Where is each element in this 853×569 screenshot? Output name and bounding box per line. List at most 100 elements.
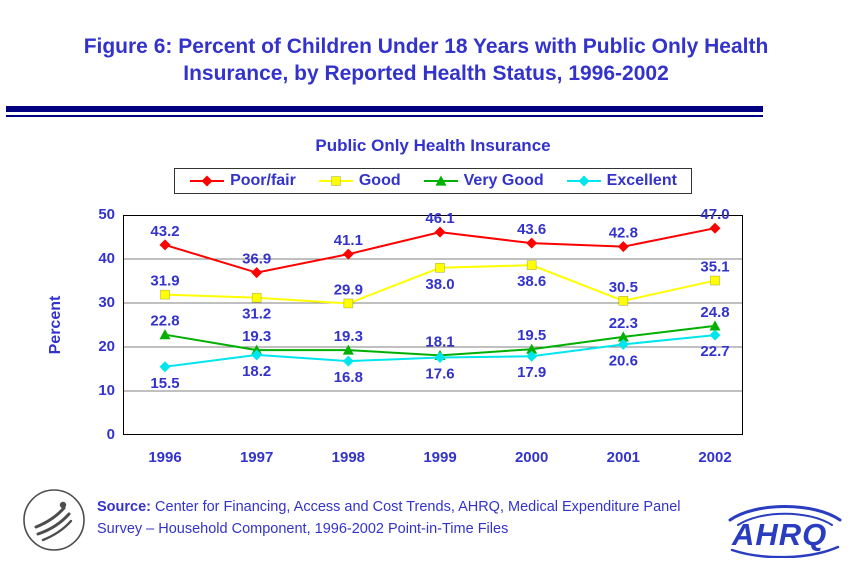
ahrq-logo-text: AHRQ (731, 517, 827, 552)
point-very-good-2000 (526, 343, 538, 354)
data-label-good-2001: 30.5 (609, 279, 638, 296)
legend-label: Good (358, 172, 401, 189)
plot-border (123, 215, 743, 435)
data-label-excellent-2000: 17.9 (517, 364, 546, 381)
point-good-2000 (526, 260, 537, 270)
x-tick-2000: 2000 (514, 449, 549, 466)
hhs-eagle-stripe (34, 506, 66, 529)
ahrq-swoosh-top (728, 505, 842, 522)
point-good-2001 (618, 296, 629, 306)
point-poor-fair-2001 (617, 241, 629, 253)
point-poor-fair-1996 (159, 239, 171, 251)
data-label-very-good-1999: 18.1 (425, 333, 454, 350)
y-tick-30: 30 (98, 294, 115, 311)
source-label: Source: (97, 499, 151, 515)
legend-item-poor-fair: Poor/fair (189, 172, 296, 190)
legend-marker-very-good-icon (423, 175, 458, 186)
data-label-poor-fair-1998: 41.1 (334, 232, 363, 249)
data-label-excellent-2002: 22.7 (700, 343, 729, 360)
point-excellent-2002 (709, 329, 721, 341)
point-poor-fair-2002 (709, 222, 721, 234)
data-label-good-1996: 31.9 (150, 273, 179, 290)
data-label-very-good-2001: 22.3 (609, 315, 638, 332)
data-label-very-good-1996: 22.8 (150, 313, 179, 330)
data-label-excellent-1998: 16.8 (334, 369, 363, 386)
title-divider-thick (6, 106, 763, 112)
legend-marker-poor-fair-icon (190, 175, 225, 187)
point-good-2002 (710, 275, 720, 286)
data-label-good-1999: 38.0 (425, 276, 454, 293)
point-poor-fair-1998 (342, 248, 354, 260)
point-very-good-1998 (342, 344, 354, 355)
hhs-logo (23, 489, 85, 551)
plot-area: 43.2 36.9 41.1 46.1 43.6 42.8 47.0 31.9 31.2 29.9… (123, 206, 743, 435)
y-tick-10: 10 (98, 382, 115, 399)
point-excellent-1998 (342, 355, 354, 367)
legend-item-good: Good (318, 172, 401, 190)
legend-label: Poor/fair (230, 172, 296, 189)
y-tick-40: 40 (98, 250, 115, 267)
legend-wrap: Poor/fair Good Very Good Excellent (123, 168, 743, 194)
point-poor-fair-2000 (526, 237, 538, 249)
data-label-good-2002: 35.1 (700, 259, 729, 276)
ahrq-swoosh-bottom (730, 545, 840, 558)
y-tick-0: 0 (106, 426, 115, 443)
source-text: Center for Financing, Access and Cost Tr… (97, 499, 681, 537)
data-label-good-1998: 29.9 (334, 281, 363, 298)
y-tick-50: 50 (98, 206, 115, 223)
y-tick-20: 20 (98, 338, 115, 355)
data-label-very-good-1998: 19.3 (334, 328, 363, 345)
hhs-eagle-stripe (36, 512, 71, 536)
data-label-good-2000: 38.6 (517, 273, 546, 290)
data-label-poor-fair-1996: 43.2 (150, 223, 179, 240)
legend-label: Very Good (463, 172, 544, 189)
data-label-excellent-1999: 17.6 (425, 366, 454, 383)
point-very-good-2001 (617, 331, 629, 342)
point-good-1998 (343, 298, 354, 309)
data-label-good-1997: 31.2 (242, 306, 271, 323)
point-very-good-1996 (159, 329, 171, 340)
point-good-1999 (435, 262, 445, 273)
legend-marker-excellent-icon (566, 175, 601, 187)
hhs-eagle-stripe (41, 519, 73, 542)
point-excellent-1999 (434, 352, 446, 364)
data-label-excellent-2001: 20.6 (609, 352, 638, 369)
legend-label: Excellent (606, 172, 677, 189)
point-poor-fair-1997 (251, 267, 263, 279)
data-label-poor-fair-2002: 47.0 (700, 206, 729, 223)
data-label-excellent-1997: 18.2 (242, 363, 271, 380)
data-label-very-good-1997: 19.3 (242, 328, 271, 345)
ahrq-logo: AHRQ (728, 505, 842, 558)
chart-canvas: 43.2 36.9 41.1 46.1 43.6 42.8 47.0 31.9 31.2 29.9… (123, 206, 743, 435)
point-good-1996 (160, 289, 170, 300)
y-axis-title: Percent (47, 295, 64, 355)
point-very-good-2002 (709, 320, 721, 331)
legend-item-excellent: Excellent (566, 172, 677, 190)
hhs-seal-ring (23, 489, 85, 551)
x-tick-2001: 2001 (606, 449, 641, 466)
data-label-poor-fair-2000: 43.6 (517, 221, 546, 238)
point-poor-fair-1999 (434, 226, 446, 238)
title-divider-thin (6, 115, 763, 117)
legend-marker-good-icon (318, 176, 353, 186)
data-label-excellent-1996: 15.5 (150, 375, 179, 392)
point-excellent-2000 (526, 350, 538, 362)
x-tick-1998: 1998 (331, 449, 366, 466)
data-label-very-good-2000: 19.5 (517, 327, 546, 344)
point-excellent-1996 (159, 361, 171, 373)
data-label-poor-fair-1997: 36.9 (242, 251, 271, 268)
data-label-poor-fair-1999: 46.1 (425, 210, 454, 227)
point-excellent-1997 (251, 349, 263, 361)
chart-legend: Poor/fair Good Very Good Excellent (174, 168, 692, 194)
x-tick-1997: 1997 (239, 449, 274, 466)
figure-title: Figure 6: Percent of Children Under 18 Y… (83, 35, 769, 85)
source-note: Source: Center for Financing, Access and… (97, 497, 709, 541)
x-tick-1999: 1999 (423, 449, 457, 466)
legend-item-very-good: Very Good (423, 172, 544, 190)
point-excellent-2001 (617, 338, 629, 350)
point-good-1997 (251, 292, 262, 303)
hhs-eagle-head (59, 501, 67, 509)
x-tick-1996: 1996 (148, 449, 182, 466)
data-label-very-good-2002: 24.8 (700, 304, 729, 321)
